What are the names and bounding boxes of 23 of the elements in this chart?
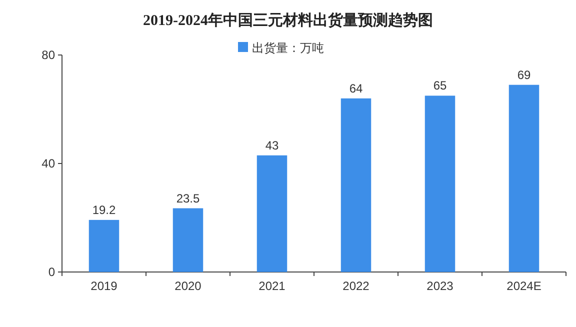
data-label: 69 bbox=[517, 68, 531, 82]
y-tick-label: 40 bbox=[42, 156, 56, 170]
y-tick-label: 0 bbox=[48, 265, 56, 279]
x-tick-label: 2019 bbox=[90, 279, 118, 293]
y-tick-label: 80 bbox=[42, 48, 56, 62]
bar bbox=[424, 96, 456, 272]
x-tick-label: 2020 bbox=[174, 279, 202, 293]
bar bbox=[172, 208, 204, 272]
legend-label: 出货量：万吨 bbox=[252, 41, 324, 55]
bar bbox=[256, 155, 288, 272]
chart-title: 2019-2024年中国三元材料出货量预测趋势图 bbox=[143, 12, 433, 29]
data-label: 65 bbox=[433, 78, 447, 93]
x-tick-label: 2023 bbox=[426, 279, 454, 293]
bar bbox=[340, 98, 372, 272]
bar bbox=[508, 84, 540, 272]
data-label: 23.5 bbox=[176, 191, 200, 206]
x-tick-label: 2021 bbox=[258, 279, 286, 293]
data-label: 43 bbox=[265, 138, 279, 152]
data-label: 19.2 bbox=[92, 202, 116, 217]
x-tick-label: 2024E bbox=[506, 279, 542, 293]
bar bbox=[88, 220, 120, 272]
data-label: 64 bbox=[349, 81, 363, 96]
x-tick-label: 2022 bbox=[342, 279, 370, 293]
